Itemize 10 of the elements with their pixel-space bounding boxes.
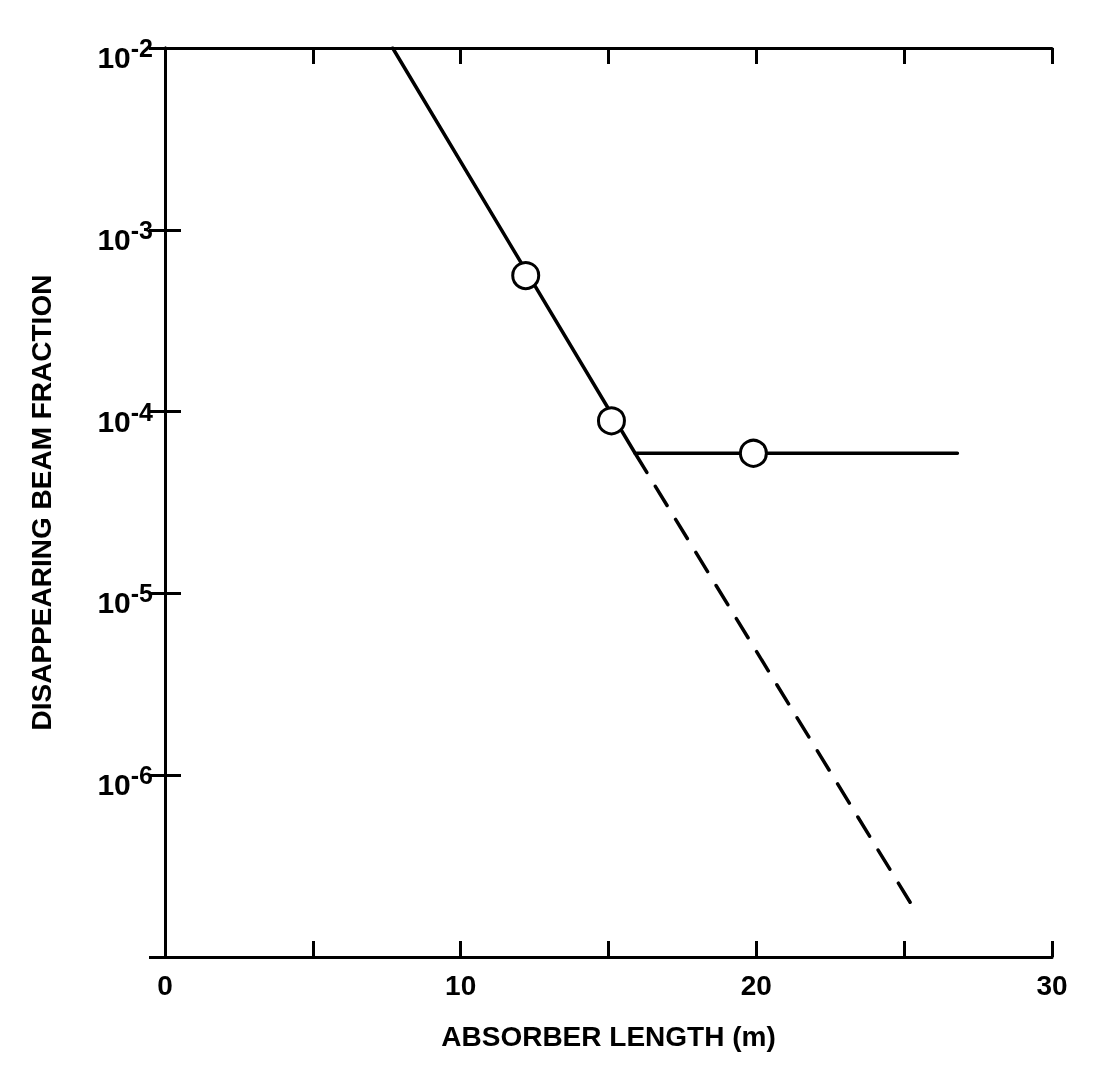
y-axis-title: DISAPPEARING BEAM FRACTION [25, 274, 57, 731]
y-tick-label: 10$^{-6}$ [97, 760, 153, 802]
x-tick-label: 30 [1036, 969, 1068, 1001]
y-tick-label: 10$^{-4}$ [97, 396, 153, 438]
x-axis-title: ABSORBER LENGTH (m) [441, 1020, 776, 1052]
y-tick-label: 10$^{-3}$ [97, 214, 153, 256]
y-tick-label: 10$^{-2}$ [97, 33, 153, 74]
x-tick-label: 0 [157, 969, 173, 1001]
x-tick-label: 20 [740, 969, 772, 1001]
x-tick-label: 10 [445, 969, 477, 1001]
